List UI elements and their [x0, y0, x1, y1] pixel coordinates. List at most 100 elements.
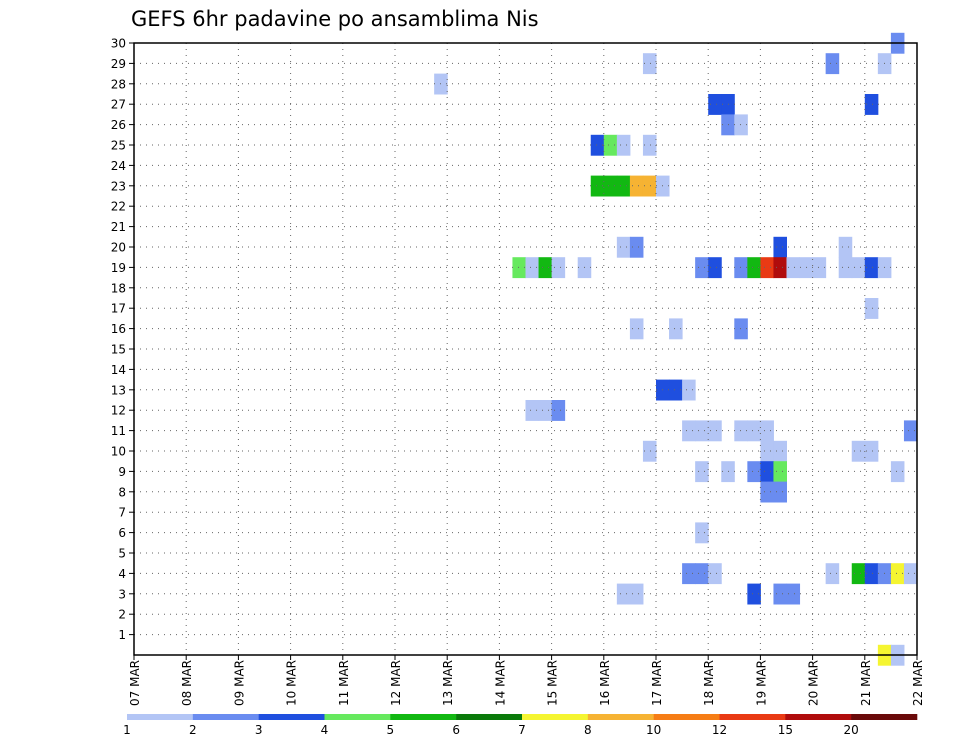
x-tick-label-8: 15 MAR: [546, 660, 560, 706]
chart-title: GEFS 6hr padavine po ansamblima Nis: [131, 7, 539, 31]
precip-cell-12-49: [525, 400, 540, 421]
precip-cell-20-23: [838, 236, 853, 258]
y-tick-label-5: 5: [118, 547, 126, 561]
y-tick-label-7: 7: [118, 506, 126, 520]
precip-cell-13-47: [669, 379, 683, 401]
y-tick-label-6: 6: [118, 526, 126, 540]
precip-cell-19-31: [734, 257, 748, 279]
precip-cell-19-32: [747, 257, 761, 279]
precip-cell-25-12: [616, 134, 631, 156]
precip-cell-19-37: [812, 257, 827, 279]
colorbar-swatch-12: [851, 714, 918, 720]
x-tick-label-15: 22 MAR: [911, 660, 925, 706]
precip-cell-4-74: [695, 563, 709, 585]
precip-cell-29-2: [825, 53, 840, 75]
precip-cell-19-29: [695, 257, 709, 279]
precip-cell-10-60: [760, 440, 774, 462]
y-axis: 1234567891011121314151617181920212223242…: [111, 37, 134, 642]
colorbar-swatch-1: [127, 714, 194, 720]
heatmap-cells: [434, 32, 918, 666]
y-tick-label-23: 23: [111, 179, 126, 193]
y-tick-label-26: 26: [111, 118, 126, 132]
precip-cell-9-66: [747, 461, 761, 483]
y-tick-label-19: 19: [111, 261, 126, 275]
x-tick-label-7: 14 MAR: [493, 660, 507, 706]
x-tick-label-9: 16 MAR: [598, 660, 612, 706]
precip-cell-10-63: [864, 440, 879, 462]
x-tick-label-12: 19 MAR: [754, 660, 768, 706]
precip-cell-23-18: [642, 175, 657, 197]
x-axis: 07 MAR 08 MAR 09 MAR 10 MAR 11 MAR 12 MAR 13 M…: [128, 655, 925, 706]
colorbar-swatch-3: [258, 714, 325, 720]
y-tick-label-8: 8: [118, 485, 126, 499]
colorbar-label-20: 20: [844, 723, 859, 737]
grid-lines: [134, 43, 917, 655]
x-tick-label-10: 17 MAR: [650, 660, 664, 706]
precip-cell-11-58: [903, 420, 918, 442]
precip-cell-19-30: [708, 257, 722, 279]
precip-cell-20-22: [773, 236, 787, 258]
precip-cell-29-1: [642, 53, 657, 75]
precip-cell-23-14: [590, 175, 605, 197]
colorbar-label-5: 5: [387, 723, 395, 737]
x-tick-label-4: 11 MAR: [337, 660, 351, 706]
precip-cell-10-59: [642, 440, 657, 462]
y-tick-label-22: 22: [111, 200, 126, 214]
precip-cell-19-34: [773, 257, 787, 279]
colorbar-label-6: 6: [452, 723, 460, 737]
precip-cell-9-68: [773, 461, 787, 483]
precip-cell-19-40: [864, 257, 879, 279]
precip-cell-11-57: [760, 420, 774, 442]
y-tick-label-13: 13: [111, 383, 126, 397]
precip-cell-4-76: [825, 563, 840, 585]
precip-cell-19-33: [760, 257, 774, 279]
colorbar-swatch-11: [785, 714, 852, 720]
y-tick-label-15: 15: [111, 343, 126, 357]
plot-frame: [133, 42, 918, 656]
precip-cell-19-25: [525, 257, 540, 279]
colorbar-swatch-8: [587, 714, 654, 720]
y-tick-label-17: 17: [111, 302, 126, 316]
precip-cell-12-51: [551, 400, 566, 421]
precip-cell-19-26: [538, 257, 553, 279]
y-tick-label-3: 3: [118, 587, 126, 601]
precip-cell-13-48: [682, 379, 696, 401]
precip-cell-16-44: [669, 318, 683, 340]
precip-cell-4-75: [708, 563, 722, 585]
precip-cell-4-80: [890, 563, 905, 585]
y-tick-label-2: 2: [118, 608, 126, 622]
precip-cell-3-85: [773, 583, 787, 605]
precip-cell-3-83: [629, 583, 644, 605]
x-tick-label-1: 08 MAR: [180, 660, 194, 706]
precip-cell-16-45: [734, 318, 748, 340]
precip-cell-17-42: [864, 298, 879, 319]
y-tick-label-4: 4: [118, 567, 126, 581]
precip-cell-23-16: [616, 175, 631, 197]
y-tick-label-11: 11: [111, 424, 126, 438]
precip-cell-19-39: [851, 257, 866, 279]
precip-cell-11-53: [695, 420, 709, 442]
precip-cell-16-43: [629, 318, 644, 340]
x-tick-label-6: 13 MAR: [441, 660, 455, 706]
precip-cell-8-71: [773, 481, 787, 503]
x-tick-label-13: 20 MAR: [807, 660, 821, 706]
y-tick-label-10: 10: [111, 445, 126, 459]
precip-cell-4-78: [864, 563, 879, 585]
precip-cell-3-84: [747, 583, 761, 605]
y-tick-label-28: 28: [111, 77, 126, 91]
colorbar-swatch-7: [522, 714, 589, 720]
precip-cell-25-10: [590, 134, 605, 156]
colorbar-label-3: 3: [255, 723, 263, 737]
precip-cell-12-50: [538, 400, 553, 421]
y-tick-label-18: 18: [111, 281, 126, 295]
y-tick-label-14: 14: [111, 363, 126, 377]
colorbar-swatch-2: [192, 714, 259, 720]
precip-cell-19-24: [512, 257, 526, 279]
y-tick-label-21: 21: [111, 220, 126, 234]
precip-cell-9-64: [695, 461, 709, 483]
precip-cell-23-17: [629, 175, 644, 197]
y-tick-label-12: 12: [111, 404, 126, 418]
x-tick-label-0: 07 MAR: [128, 660, 142, 706]
precip-cell-26-9: [734, 114, 748, 136]
